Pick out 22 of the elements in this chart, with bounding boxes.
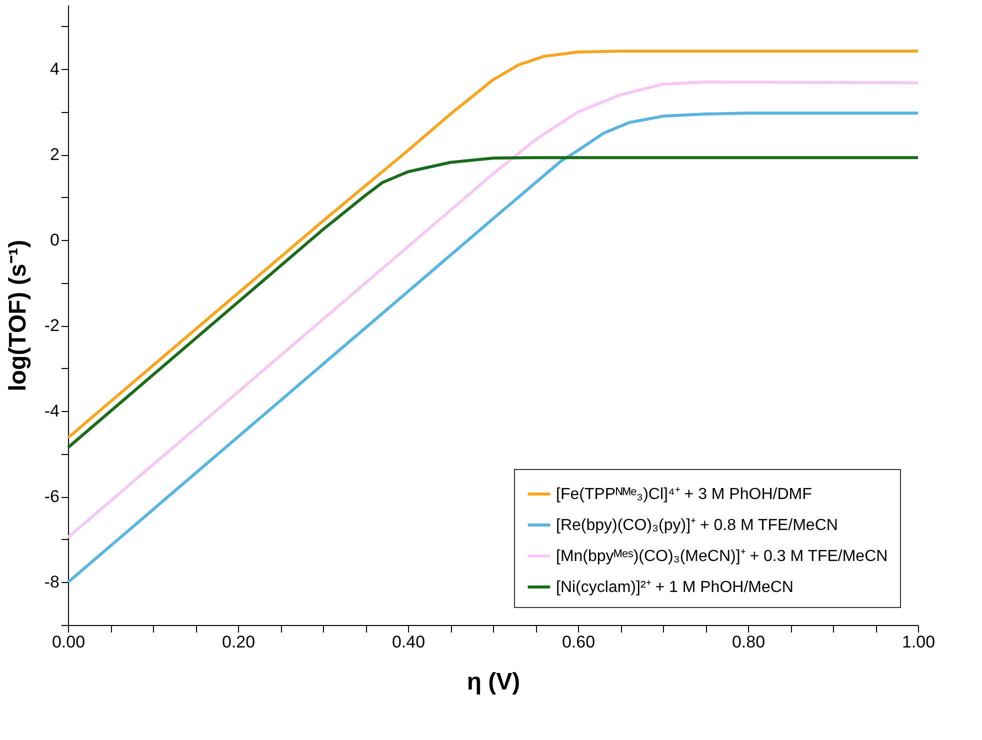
x-tick-label: 0.80 xyxy=(732,632,766,652)
y-tick-label: 0 xyxy=(50,230,60,250)
line-series xyxy=(66,80,920,539)
y-tick-label: -4 xyxy=(44,402,60,421)
y-axis-title: log(TOF) (s⁻¹) xyxy=(4,240,32,392)
line-series xyxy=(66,50,920,440)
legend-label: [Mn(bpyᴹᵉˢ)(CO)₃(MeCN)]⁺ + 0.3 M TFE/MeCN xyxy=(556,548,888,565)
y-tick-label: -6 xyxy=(44,487,60,506)
x-tick-label: 0.20 xyxy=(222,632,256,652)
y-tick-label: 2 xyxy=(50,145,60,164)
legend-label: [Fe(TPPᴺᴹᵉ₃)Cl]⁴⁺ + 3 M PhOH/DMF xyxy=(556,486,812,503)
y-tick-label: -8 xyxy=(44,572,60,592)
x-tick-label: 1.00 xyxy=(902,632,936,652)
x-tick-label: 0.60 xyxy=(562,632,596,652)
y-tick-label: -2 xyxy=(44,316,60,336)
x-tick-label: 0.00 xyxy=(52,632,86,652)
y-tick-label: 4 xyxy=(50,60,60,79)
x-tick-label: 0.40 xyxy=(392,632,426,652)
legend-label: [Ni(cyclam)]²⁺ + 1 M PhOH/MeCN xyxy=(556,579,794,596)
line-series xyxy=(66,156,920,450)
x-axis-title: η (V) xyxy=(466,668,520,696)
legend-label: [Re(bpy)(CO)₃(py)]⁺ + 0.8 M TFE/MeCN xyxy=(556,517,838,534)
